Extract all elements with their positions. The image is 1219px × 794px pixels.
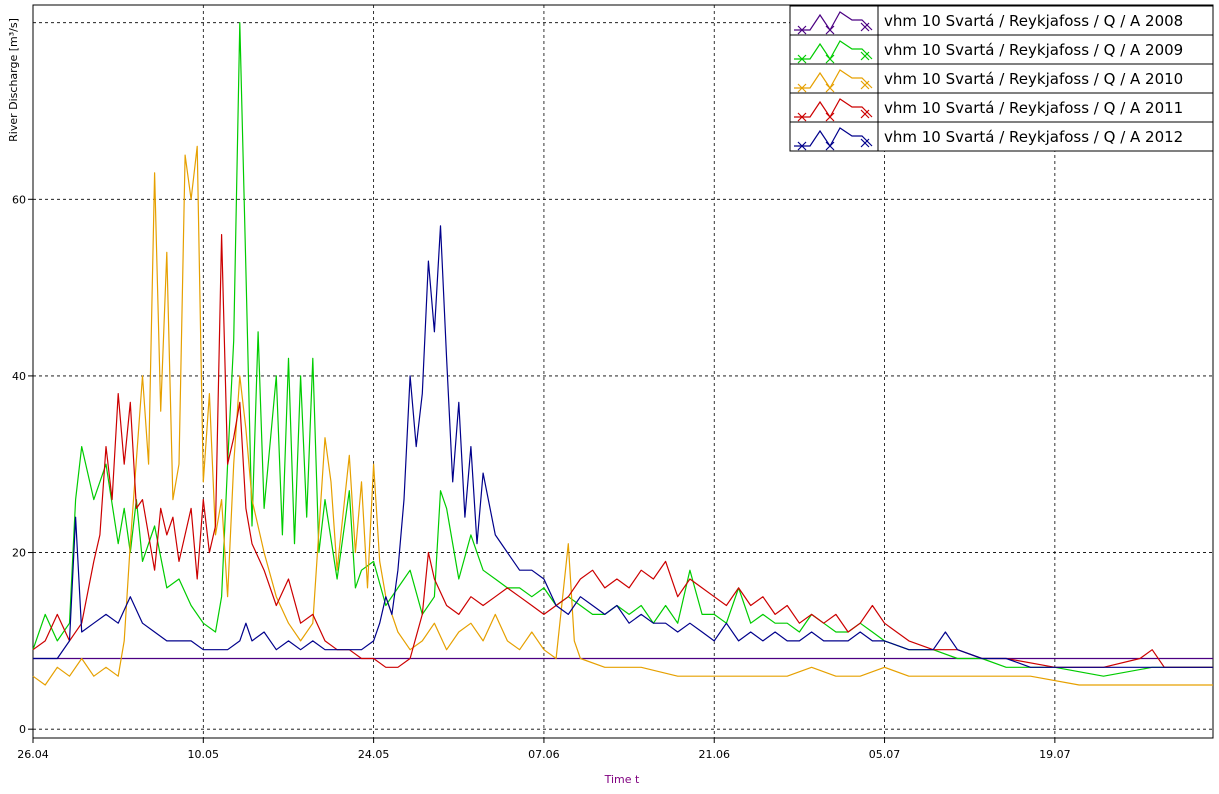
y-tick-label: 60 — [12, 193, 26, 206]
legend-marker — [797, 112, 807, 122]
legend-label-4: vhm 10 Svartá / Reykjafoss / Q / A 2011 — [884, 99, 1183, 117]
legend-label-3: vhm 10 Svartá / Reykjafoss / Q / A 2010 — [884, 70, 1183, 88]
legend-marker — [860, 80, 870, 90]
y-axis-ticks: 0 20 40 60 — [12, 193, 33, 736]
x-axis-ticks: 26.04 10.05 24.05 07.06 21.06 05.07 19.07 — [17, 738, 1071, 761]
legend-marker — [797, 141, 807, 151]
legend-marker — [825, 25, 835, 35]
legend-marker — [860, 51, 870, 61]
legend-swatch — [794, 40, 873, 61]
x-tick-label: 07.06 — [528, 748, 560, 761]
y-tick-label: 0 — [19, 723, 26, 736]
legend-marker — [825, 112, 835, 122]
legend-marker — [825, 83, 835, 93]
legend: vhm 10 Svartá / Reykjafoss / Q / A 2008 v… — [789, 5, 1214, 152]
y-tick-label: 40 — [12, 370, 26, 383]
legend-label-5: vhm 10 Svartá / Reykjafoss / Q / A 2012 — [884, 128, 1183, 146]
y-tick-label: 20 — [12, 547, 26, 560]
legend-label-2: vhm 10 Svartá / Reykjafoss / Q / A 2009 — [884, 41, 1183, 59]
legend-marker — [860, 22, 870, 32]
series-line-4 — [32, 234, 1213, 668]
legend-swatch — [794, 69, 873, 90]
legend-marker — [825, 54, 835, 64]
y-axis-title: River Discharge [m³/s] — [7, 18, 20, 142]
legend-swatch — [794, 11, 873, 32]
x-tick-label: 21.06 — [698, 748, 730, 761]
legend-marker — [860, 138, 870, 148]
legend-swatch — [794, 127, 873, 148]
series-line-5 — [33, 225, 1213, 668]
legend-marker — [797, 25, 807, 35]
legend-marker — [797, 83, 807, 93]
legend-label-1: vhm 10 Svartá / Reykjafoss / Q / A 2008 — [884, 12, 1183, 30]
x-tick-label: 24.05 — [358, 748, 390, 761]
legend-marker — [825, 141, 835, 151]
x-tick-label: 10.05 — [188, 748, 220, 761]
legend-swatch — [794, 98, 873, 119]
x-tick-label: 19.07 — [1039, 748, 1071, 761]
x-tick-label: 05.07 — [869, 748, 901, 761]
x-tick-label: 26.04 — [17, 748, 49, 761]
x-axis-title: Time t — [604, 773, 640, 786]
series-line-2 — [32, 22, 1213, 677]
legend-marker — [797, 54, 807, 64]
series-line-3 — [32, 145, 1213, 686]
legend-marker — [860, 109, 870, 119]
series-lines — [32, 22, 1213, 686]
